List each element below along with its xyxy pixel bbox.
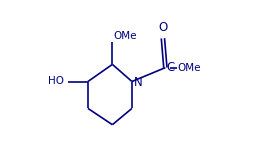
Text: O: O (158, 21, 168, 34)
Text: N: N (134, 76, 143, 89)
Text: OMe: OMe (178, 63, 201, 73)
Text: C: C (167, 61, 175, 74)
Text: OMe: OMe (113, 31, 137, 41)
Text: HO: HO (48, 76, 64, 87)
